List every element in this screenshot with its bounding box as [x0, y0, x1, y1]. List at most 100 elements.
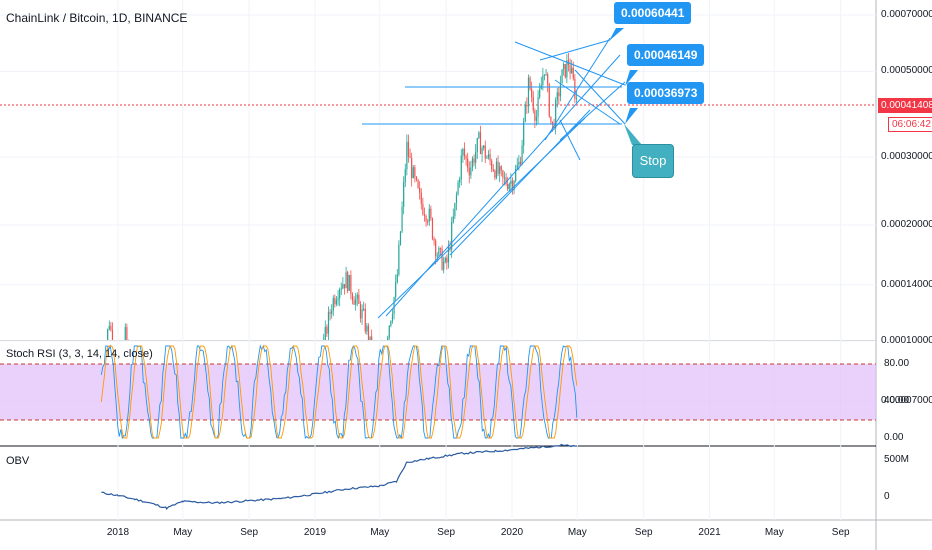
candle-body — [339, 289, 341, 299]
candle-body — [427, 221, 429, 223]
candle-body — [571, 67, 573, 74]
price-axis-label: 0.00050000 — [881, 65, 932, 77]
candle-body — [388, 325, 390, 338]
candle-body — [358, 294, 360, 304]
time-axis-label: 2019 — [303, 527, 327, 538]
candle-body — [350, 274, 352, 295]
triangle-line-2[interactable] — [539, 39, 611, 61]
candle-body — [433, 238, 435, 241]
candle-body — [476, 137, 478, 152]
candle-body — [401, 206, 403, 232]
stoch-rsi-series[interactable] — [100, 344, 578, 440]
candle-body — [334, 298, 336, 305]
candle-body — [407, 141, 410, 157]
stoch-axis-label: 40.00 — [884, 395, 910, 407]
candle-body — [108, 326, 110, 330]
candle-body — [532, 97, 534, 111]
candle-body — [455, 194, 458, 203]
target-callout-3[interactable]: 0.00036973 — [627, 82, 705, 104]
candle-body — [484, 145, 486, 159]
candle-body — [342, 284, 344, 289]
candle-body — [537, 97, 539, 117]
triangle-line-7[interactable] — [559, 119, 581, 161]
obv-line[interactable] — [101, 443, 578, 510]
candle-body — [563, 64, 565, 70]
drawings[interactable] — [362, 37, 626, 319]
candle-body — [371, 336, 373, 340]
candle-body — [340, 288, 342, 290]
candle-body — [499, 166, 501, 174]
obv-axis-label: 500M — [884, 454, 910, 465]
candle-body — [503, 177, 506, 179]
triangle-line-6[interactable] — [574, 69, 626, 125]
candle-body — [345, 272, 347, 289]
candle-body — [555, 100, 557, 129]
candle-body — [545, 74, 547, 76]
candle-body — [124, 327, 126, 340]
candle-body — [564, 64, 566, 78]
candle-body — [107, 329, 109, 340]
candle-body — [470, 167, 472, 176]
candle-body — [326, 326, 328, 334]
candle-body — [556, 92, 558, 101]
candle-body — [572, 67, 574, 79]
candle-body — [569, 65, 571, 74]
candle-body — [359, 303, 362, 319]
candle-body — [527, 77, 530, 107]
candle-body — [508, 184, 510, 190]
candle-body — [327, 312, 330, 334]
candle-body — [465, 156, 467, 159]
candle-body — [395, 282, 397, 298]
candle-body — [366, 325, 368, 332]
candle-body — [491, 160, 493, 170]
candle-body — [331, 310, 333, 314]
time-axis-label: 2018 — [106, 527, 130, 538]
candle-body — [457, 182, 459, 195]
candle-body — [463, 148, 466, 157]
triangle-line-1[interactable] — [514, 41, 626, 86]
candle-body — [523, 121, 525, 146]
candle-body — [363, 308, 365, 310]
candle-body — [364, 308, 366, 332]
triangle-line-5[interactable] — [559, 81, 626, 141]
callout-pointer-stop — [624, 124, 642, 145]
candle-body — [521, 145, 523, 165]
candle-body — [507, 184, 509, 190]
triangle-line-4[interactable] — [554, 79, 621, 125]
candle-body — [430, 208, 432, 219]
candle-body — [404, 169, 406, 183]
price-axis-label: 0.00070000 — [881, 9, 932, 20]
target-callout-1[interactable]: 0.00060441 — [614, 2, 692, 24]
price-axis-label: 0.00010000 — [881, 335, 932, 347]
time-axis-label: Sep — [634, 527, 653, 538]
candle-body — [361, 309, 363, 319]
candle-body — [558, 92, 560, 97]
candle-body — [524, 104, 526, 122]
candle-body — [422, 203, 424, 215]
candle-body — [351, 294, 354, 301]
callout-pointer-1 — [609, 28, 624, 41]
candle-body — [393, 297, 395, 315]
candle-body — [398, 244, 400, 275]
candle-body — [502, 170, 504, 178]
candle-body — [460, 155, 462, 180]
stoch-d-line[interactable] — [100, 345, 578, 439]
chart-title: ChainLink / Bitcoin, 1D, BINANCE — [6, 11, 188, 25]
time-axis-label: Sep — [240, 527, 259, 538]
candle-body — [447, 246, 450, 263]
stoch-axis-label: 80.00 — [884, 358, 910, 370]
candle-body — [487, 154, 490, 158]
candle-body — [415, 176, 418, 180]
stop-callout[interactable]: Stop — [632, 144, 674, 178]
candle-body — [475, 151, 477, 163]
target-callout-2[interactable]: 0.00046149 — [627, 44, 705, 66]
candle-body — [396, 274, 398, 283]
candle-body — [367, 325, 370, 340]
candle-body — [425, 216, 427, 222]
triangle-line-3[interactable] — [544, 37, 611, 141]
candle-body — [439, 248, 442, 250]
candle-body — [497, 161, 499, 174]
candle-body — [531, 88, 533, 98]
candle-body — [535, 116, 538, 121]
